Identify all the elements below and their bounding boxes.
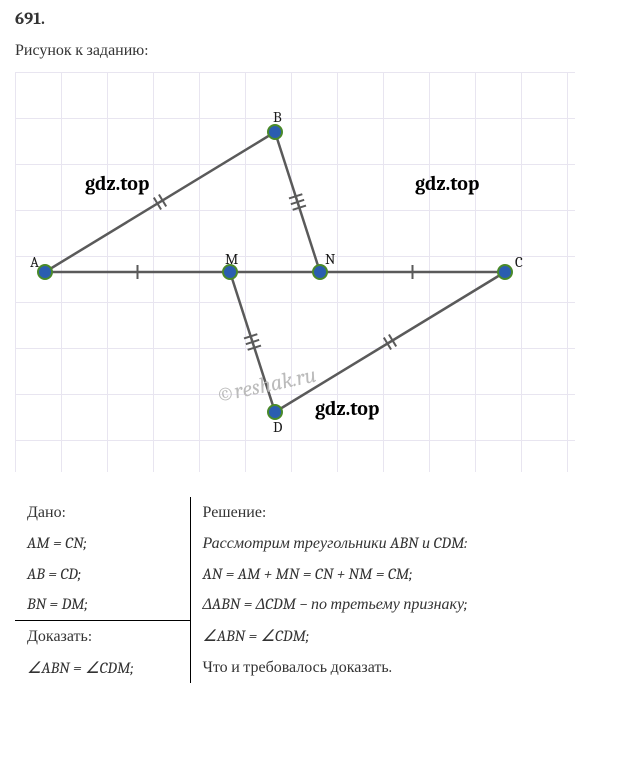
solution-1: Рассмотрим треугольники ABN и CDM: [190, 528, 575, 559]
solution-2: AN = AM + MN = CN + NM = CM; [190, 559, 575, 589]
solution-5: Что и требовалось доказать. [190, 652, 575, 683]
given-label: Дано: [15, 497, 190, 528]
problem-number: 691. [15, 10, 604, 29]
given-1: AM = CN; [15, 528, 190, 559]
watermark-1: gdz.top [85, 172, 149, 195]
svg-text:C: C [515, 253, 523, 271]
solution-3: ΔABN = ΔCDM − по третьему признаку; [190, 589, 575, 620]
svg-text:M: M [225, 250, 238, 268]
given-3: BN = DM; [15, 589, 190, 620]
diagram-caption: Рисунок к заданию: [15, 41, 604, 60]
solution-4: ∠ABN = ∠CDM; [190, 620, 575, 652]
svg-text:N: N [325, 250, 336, 268]
svg-text:B: B [273, 108, 282, 126]
given-2: AB = CD; [15, 559, 190, 589]
svg-text:A: A [30, 253, 39, 271]
svg-text:D: D [273, 418, 282, 436]
solution-label: Решение: [190, 497, 575, 528]
watermark-3: gdz.top [315, 397, 379, 420]
watermark-2: gdz.top [415, 172, 479, 195]
prove-statement: ∠ABN = ∠CDM; [15, 652, 190, 683]
prove-label: Доказать: [15, 620, 190, 652]
geometry-diagram: AMNCBD gdz.top gdz.top gdz.top ©reshak.r… [15, 72, 575, 472]
diagram-svg: A M N C B D [15, 72, 575, 472]
proof-table: Дано: Решение: AM = CN; Рассмотрим треуг… [15, 497, 575, 683]
